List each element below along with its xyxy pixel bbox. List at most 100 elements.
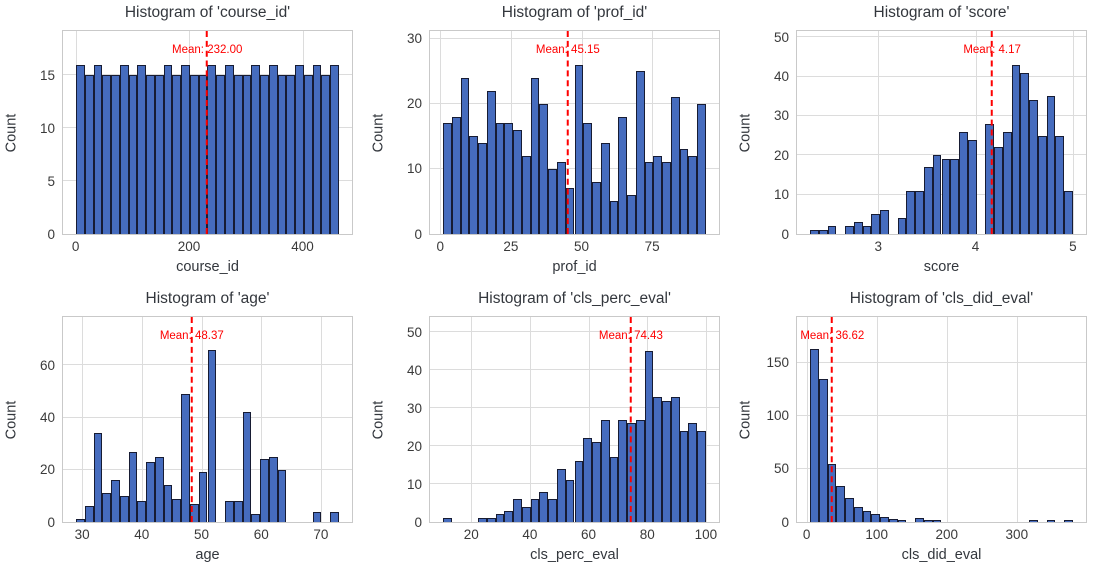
histogram-bar xyxy=(644,162,654,234)
histogram-bar xyxy=(662,400,671,522)
histogram-bar xyxy=(600,142,610,234)
mean-line xyxy=(831,317,834,522)
histogram-bar xyxy=(1055,135,1065,234)
y-tick-label: 5 xyxy=(47,173,55,189)
mean-label: Mean: 48.37 xyxy=(159,330,224,343)
histogram-bar xyxy=(618,116,628,234)
y-axis-label: Count xyxy=(3,400,20,439)
histogram-bar xyxy=(513,129,522,234)
y-tick-label: 150 xyxy=(766,354,789,370)
gridline-vertical xyxy=(705,317,707,522)
histogram-bar xyxy=(303,75,313,234)
histogram-bar xyxy=(478,142,487,234)
y-tick-label: 40 xyxy=(406,362,422,378)
histogram-bar xyxy=(128,451,138,522)
histogram-bar xyxy=(539,103,549,234)
histogram-bar xyxy=(923,519,933,522)
histogram-bar xyxy=(688,155,698,234)
histogram-bar xyxy=(163,485,173,522)
histogram-bar xyxy=(76,519,85,522)
histogram-bar xyxy=(556,162,566,234)
histogram-bar xyxy=(539,491,549,522)
histogram-bar xyxy=(233,75,243,234)
subplot-age: Histogram of 'age' age Count 0 20 40 60 30 40… xyxy=(0,282,367,577)
histogram-bar xyxy=(574,64,584,234)
histogram-bar xyxy=(207,349,217,522)
histogram-bar xyxy=(189,503,199,522)
gridline-horizontal xyxy=(797,75,1086,77)
y-tick-label: 15 xyxy=(39,67,55,83)
histogram-bar xyxy=(137,501,147,522)
histogram-bar xyxy=(312,511,322,522)
histogram-bar xyxy=(1046,520,1056,522)
y-tick-label: 0 xyxy=(414,514,422,530)
histogram-bar xyxy=(670,396,680,522)
gridline-vertical xyxy=(75,31,77,234)
y-tick-label: 50 xyxy=(773,461,789,477)
histogram-bar xyxy=(1011,64,1021,234)
histogram-bar xyxy=(504,510,514,522)
gridline-vertical xyxy=(529,317,531,522)
gridline-vertical xyxy=(878,31,880,234)
histogram-bar xyxy=(635,71,645,234)
histogram-bar xyxy=(486,90,496,234)
y-tick-label: 60 xyxy=(39,357,55,373)
histogram-bar xyxy=(845,226,854,234)
histogram-bar xyxy=(172,498,182,522)
x-tick-label: 50 xyxy=(194,527,210,542)
gridline-horizontal xyxy=(797,467,1086,469)
histogram-bar xyxy=(286,75,296,234)
histogram-bar xyxy=(154,456,164,522)
histogram-bar xyxy=(312,64,322,234)
gridline-vertical xyxy=(588,317,590,522)
x-tick-label: 40 xyxy=(134,527,150,542)
histogram-bar xyxy=(495,514,505,522)
histogram-bar xyxy=(469,136,479,234)
histogram-bar xyxy=(1046,96,1056,234)
histogram-bar xyxy=(1029,100,1038,234)
histogram-bar xyxy=(260,459,269,522)
gridline-vertical xyxy=(440,31,442,234)
histogram-bar xyxy=(818,230,828,234)
histogram-bar xyxy=(994,147,1003,234)
histogram-bar xyxy=(268,64,278,234)
plot-area: Histogram of 'score' score Count 0 10 20 30… xyxy=(737,4,1087,275)
y-tick-label: 40 xyxy=(773,68,789,84)
x-tick-label: 400 xyxy=(291,239,314,254)
histogram-bar xyxy=(1002,131,1012,234)
gridline-vertical xyxy=(320,317,322,522)
y-tick-label: 0 xyxy=(781,226,789,242)
y-axis-label: Count xyxy=(370,400,387,439)
histogram-bar xyxy=(574,461,584,522)
x-tick-label: 100 xyxy=(865,527,888,542)
plot-area: Histogram of 'cls_perc_eval' cls_perc_ev… xyxy=(370,290,720,563)
histogram-bar xyxy=(198,472,208,522)
y-tick-label: 0 xyxy=(781,514,789,530)
histogram-bar xyxy=(460,77,470,234)
histogram-bar xyxy=(932,519,942,522)
x-tick-label: 40 xyxy=(522,527,538,542)
mean-line xyxy=(566,31,569,234)
mean-label: Mean: 4.17 xyxy=(963,44,1021,57)
x-tick-label: 50 xyxy=(574,239,590,254)
histogram-bar xyxy=(84,75,94,234)
x-axis-label: prof_id xyxy=(552,259,597,275)
histogram-bar xyxy=(880,516,889,522)
histogram-bar xyxy=(242,75,252,234)
histogram-bar xyxy=(119,64,129,234)
histogram-bar xyxy=(207,64,217,234)
histogram-bar xyxy=(102,75,112,234)
plot-area: Histogram of 'course_id' course_id Count… xyxy=(3,4,353,275)
histogram-bar xyxy=(225,501,234,522)
histogram-bar xyxy=(443,518,452,522)
y-tick-label: 20 xyxy=(39,462,55,478)
histogram-bar xyxy=(1020,72,1030,234)
histogram-bar xyxy=(644,351,654,522)
histogram-bar xyxy=(1064,190,1073,234)
chart-title: Histogram of 'score' xyxy=(873,4,1010,21)
mean-line xyxy=(990,31,993,234)
x-tick-label: 0 xyxy=(802,527,811,542)
histogram-bar xyxy=(697,430,706,522)
histogram-bar xyxy=(635,419,645,522)
gridline-vertical xyxy=(652,31,654,234)
